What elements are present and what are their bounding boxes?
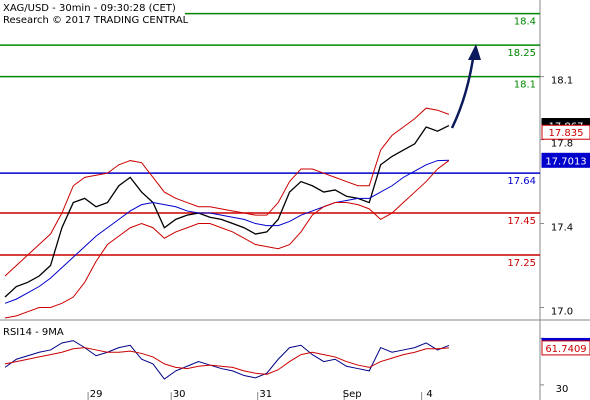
x-tick-label: Sep bbox=[343, 389, 362, 400]
price-tag-label: 17.7013 bbox=[545, 156, 586, 167]
price-tag-label: 61.7409 bbox=[545, 344, 586, 355]
price-tag bbox=[541, 152, 590, 168]
x-tick-label: 4 bbox=[426, 389, 432, 400]
level-label: 18.1 bbox=[514, 80, 536, 91]
y-tick-label: 18.1 bbox=[551, 76, 573, 87]
series-line bbox=[4, 160, 450, 319]
x-tick-label: 30 bbox=[173, 389, 186, 400]
level-label: 17.64 bbox=[507, 176, 536, 187]
chart-title: XAG/USD - 30min - 09:30:28 (CET) bbox=[3, 3, 176, 14]
price-tag-label: 17.835 bbox=[549, 128, 584, 139]
forecast-arrowhead bbox=[468, 44, 481, 60]
y-tick-label: 17.8 bbox=[551, 139, 573, 150]
y-tick-label: 17.4 bbox=[551, 223, 573, 234]
level-label: 17.25 bbox=[507, 258, 536, 269]
level-label: 18.4 bbox=[514, 17, 536, 28]
price-tag bbox=[541, 124, 590, 140]
x-tick-label: 29 bbox=[90, 389, 103, 400]
price-tag bbox=[541, 340, 590, 356]
chart-subtitle: Research © 2017 TRADING CENTRAL bbox=[3, 15, 189, 26]
series-line bbox=[4, 159, 449, 304]
y-tick-label: 17.0 bbox=[551, 307, 573, 318]
series-line bbox=[4, 340, 450, 380]
rsi-title: RSI14 - 9MA bbox=[3, 327, 64, 338]
series-line bbox=[4, 107, 450, 277]
series-line bbox=[4, 124, 450, 298]
x-tick-label: 31 bbox=[259, 389, 272, 400]
level-label: 18.25 bbox=[507, 48, 536, 59]
y-tick-label: 30 bbox=[556, 384, 569, 395]
series-line bbox=[4, 347, 449, 375]
level-label: 17.45 bbox=[507, 216, 536, 227]
